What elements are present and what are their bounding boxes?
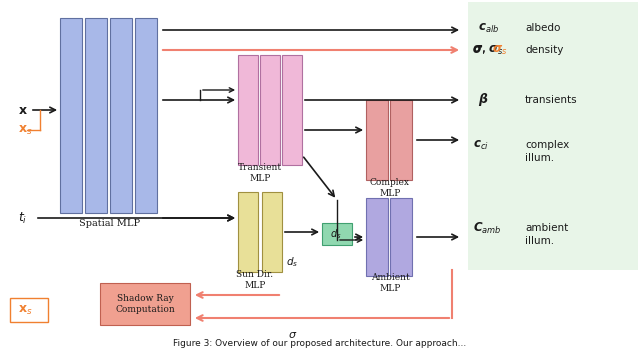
FancyBboxPatch shape — [262, 192, 282, 272]
Text: $\boldsymbol{c}_{alb}$: $\boldsymbol{c}_{alb}$ — [478, 22, 499, 35]
Text: $t_i$: $t_i$ — [18, 210, 28, 225]
Text: density: density — [525, 45, 563, 55]
FancyBboxPatch shape — [260, 55, 280, 165]
Text: Complex
MLP: Complex MLP — [370, 178, 410, 198]
Text: $d_s$: $d_s$ — [286, 255, 298, 269]
Text: $\mathbf{x}_s$: $\mathbf{x}_s$ — [18, 303, 33, 316]
Text: Spatial MLP: Spatial MLP — [79, 218, 141, 228]
FancyBboxPatch shape — [322, 223, 352, 245]
Text: $\boldsymbol{C}_{amb}$: $\boldsymbol{C}_{amb}$ — [473, 221, 502, 235]
FancyBboxPatch shape — [10, 298, 48, 322]
FancyBboxPatch shape — [238, 55, 258, 165]
FancyBboxPatch shape — [390, 100, 412, 180]
FancyBboxPatch shape — [468, 2, 638, 270]
FancyBboxPatch shape — [135, 18, 157, 213]
Text: Figure 3: Overview of our proposed architecture. Our approach...: Figure 3: Overview of our proposed archi… — [173, 339, 467, 348]
Text: $\mathbf{x}$: $\mathbf{x}$ — [18, 103, 28, 116]
Text: $\boldsymbol{\sigma}_s$: $\boldsymbol{\sigma}_s$ — [492, 44, 508, 57]
FancyBboxPatch shape — [100, 283, 190, 325]
FancyBboxPatch shape — [60, 18, 82, 213]
Text: $\sigma$: $\sigma$ — [288, 330, 298, 340]
Text: $\mathbf{x}_s$: $\mathbf{x}_s$ — [18, 124, 33, 137]
Text: illum.: illum. — [525, 153, 554, 163]
Text: Sun Dir.
MLP: Sun Dir. MLP — [236, 270, 273, 290]
FancyBboxPatch shape — [366, 100, 388, 180]
FancyBboxPatch shape — [366, 198, 388, 276]
Text: illum.: illum. — [525, 236, 554, 246]
Text: complex: complex — [525, 140, 569, 150]
Text: albedo: albedo — [525, 23, 561, 33]
FancyBboxPatch shape — [85, 18, 107, 213]
Text: $d_s$: $d_s$ — [330, 227, 342, 241]
Text: $\boldsymbol{\beta}$: $\boldsymbol{\beta}$ — [478, 91, 488, 108]
FancyBboxPatch shape — [282, 55, 302, 165]
Text: $\boldsymbol{\sigma}$, $\boldsymbol{\sigma}_s$: $\boldsymbol{\sigma}$, $\boldsymbol{\sig… — [472, 44, 504, 57]
Text: Transient
MLP: Transient MLP — [238, 163, 282, 183]
FancyBboxPatch shape — [390, 198, 412, 276]
Text: $\boldsymbol{\sigma}$,: $\boldsymbol{\sigma}$, — [472, 44, 486, 57]
FancyBboxPatch shape — [238, 192, 258, 272]
Text: $\boldsymbol{c}_{ci}$: $\boldsymbol{c}_{ci}$ — [473, 138, 489, 152]
FancyBboxPatch shape — [110, 18, 132, 213]
Text: transients: transients — [525, 95, 578, 105]
Text: ambient: ambient — [525, 223, 568, 233]
Text: Shadow Ray
Computation: Shadow Ray Computation — [115, 294, 175, 314]
Text: Ambient
MLP: Ambient MLP — [371, 273, 410, 293]
